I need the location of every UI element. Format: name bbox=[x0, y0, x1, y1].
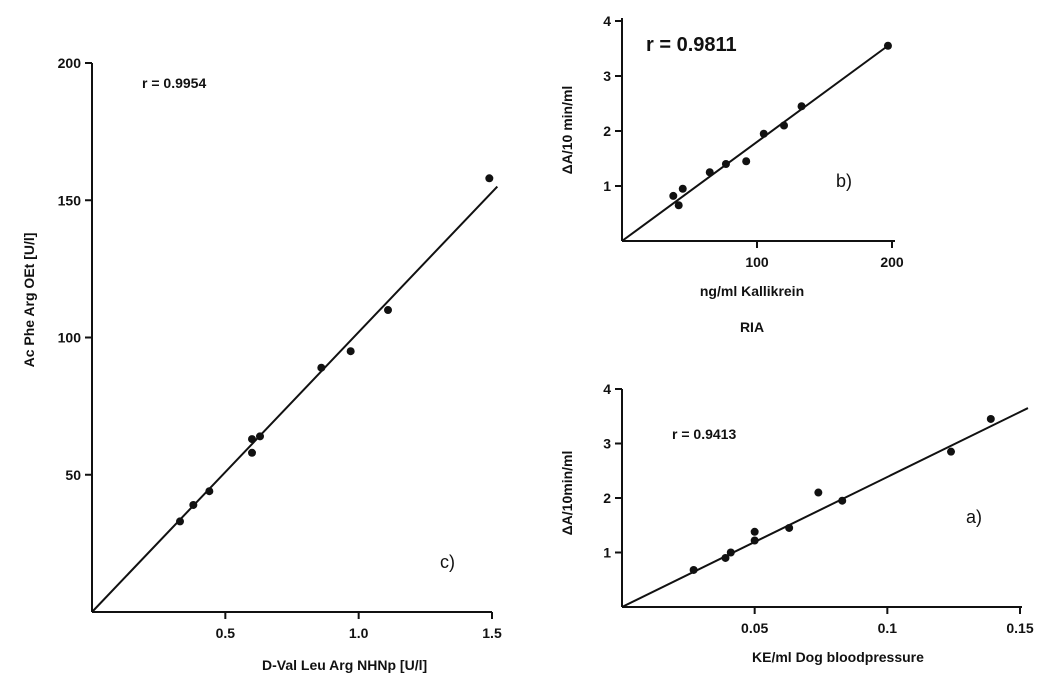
panel-c-data-point bbox=[346, 347, 355, 356]
panel-c-x-tick-label: 0.5 bbox=[216, 625, 236, 641]
panel-c-y-label: Ac Phe Arg OEt [U/l] bbox=[21, 233, 37, 368]
panel-c-data-point bbox=[384, 306, 392, 315]
panel-c-data-point bbox=[205, 487, 214, 496]
panel-a-r-value: r = 0.9413 bbox=[672, 426, 736, 442]
panel-c-label: c) bbox=[440, 552, 455, 572]
panel-a-data-point bbox=[947, 447, 956, 456]
panel-a-x-tick-label: 0.15 bbox=[1006, 620, 1033, 636]
panel-c-data-point bbox=[248, 448, 256, 457]
panel-b-data-point bbox=[797, 102, 806, 111]
panel-c-y-tick-label: 150 bbox=[58, 192, 82, 208]
panel-b-y-tick-label: 2 bbox=[603, 123, 611, 139]
panel-b-label: b) bbox=[836, 171, 852, 191]
panel-a-x-tick-label: 0.05 bbox=[741, 620, 768, 636]
panel-c-y-tick-label: 200 bbox=[58, 55, 82, 71]
panel-c-x-label: D-Val Leu Arg NHNp [U/l] bbox=[262, 657, 427, 673]
panel-b-data-point bbox=[883, 41, 892, 50]
panel-b-scatter: 100 200 1 2 3 4 r = 0.9811 b) ng/ml Kallikrei… bbox=[559, 13, 904, 335]
panel-a-y-tick-label: 3 bbox=[603, 436, 611, 452]
panel-b-r-value: r = 0.9811 bbox=[646, 34, 737, 56]
panel-b-data-point bbox=[721, 160, 730, 168]
panel-a-data-point bbox=[814, 488, 823, 497]
panel-b-data-point bbox=[705, 168, 714, 177]
panel-a-data-point bbox=[838, 496, 847, 505]
panel-a-x-label: KE/ml Dog bloodpressure bbox=[752, 649, 924, 665]
panel-b-y-tick-label: 1 bbox=[603, 178, 611, 194]
panel-a-y-tick-label: 4 bbox=[603, 381, 611, 397]
panel-c-x-tick-label: 1.5 bbox=[482, 625, 502, 641]
panel-b-fit-line bbox=[621, 44, 889, 242]
panel-a-data-point bbox=[750, 527, 759, 536]
panel-c-x-tick-label: 1.0 bbox=[349, 625, 369, 641]
panel-a-data-point bbox=[785, 523, 794, 532]
panel-c-data-point bbox=[317, 363, 326, 372]
panel-c-y-tick-label: 50 bbox=[65, 467, 81, 483]
panel-c-r-value: r = 0.9954 bbox=[142, 75, 206, 91]
panel-a-y-label: ΔA/10min/ml bbox=[559, 451, 575, 536]
panel-a-scatter: 0.05 0.1 0.15 1 2 3 4 r = 0.9413 a) KE/ml Dog … bbox=[559, 381, 1034, 665]
panel-c-data-point bbox=[189, 500, 198, 509]
panel-a-data-point bbox=[750, 536, 759, 545]
panel-b-x-tick-label: 200 bbox=[880, 254, 904, 270]
panel-a-label: a) bbox=[966, 507, 982, 527]
panel-a-data-point bbox=[689, 565, 698, 574]
panel-c-data-point bbox=[256, 432, 264, 441]
panel-a-x-tick-label: 0.1 bbox=[878, 620, 898, 636]
panel-b-data-point bbox=[742, 157, 751, 166]
panel-b-data-point bbox=[780, 121, 788, 130]
panel-b-y-label: ΔA/10 min/ml bbox=[559, 86, 575, 175]
panel-b-data-point bbox=[759, 129, 768, 138]
panel-b-y-tick-label: 4 bbox=[603, 13, 611, 29]
panel-a-y-tick-label: 2 bbox=[603, 490, 611, 506]
panel-b-data-point bbox=[669, 191, 678, 200]
panel-b-data-point bbox=[674, 201, 683, 210]
panel-b-data-point bbox=[678, 184, 687, 193]
panel-c-scatter: 0.5 1.0 1.5 50 100 150 200 r = 0.9954 c) D-Val… bbox=[21, 55, 502, 673]
panel-b-x-label: ng/ml Kallikrein bbox=[700, 283, 804, 299]
panel-a-data-point bbox=[726, 548, 735, 557]
panel-b-x-tick-label: 100 bbox=[745, 254, 769, 270]
panel-a-fit-line bbox=[621, 407, 1029, 608]
panel-a-y-tick-label: 1 bbox=[603, 545, 611, 561]
panel-b-x-label-2: RIA bbox=[740, 319, 764, 335]
panel-c-data-point bbox=[485, 174, 494, 183]
panel-c-fit-line bbox=[91, 185, 499, 613]
panel-a-data-point bbox=[721, 553, 730, 562]
panel-c-data-point bbox=[248, 435, 256, 444]
panel-c-data-point bbox=[176, 517, 184, 526]
panel-a-data-point bbox=[986, 414, 995, 423]
panel-c-y-tick-label: 100 bbox=[58, 330, 82, 346]
panel-b-y-tick-label: 3 bbox=[603, 68, 611, 84]
